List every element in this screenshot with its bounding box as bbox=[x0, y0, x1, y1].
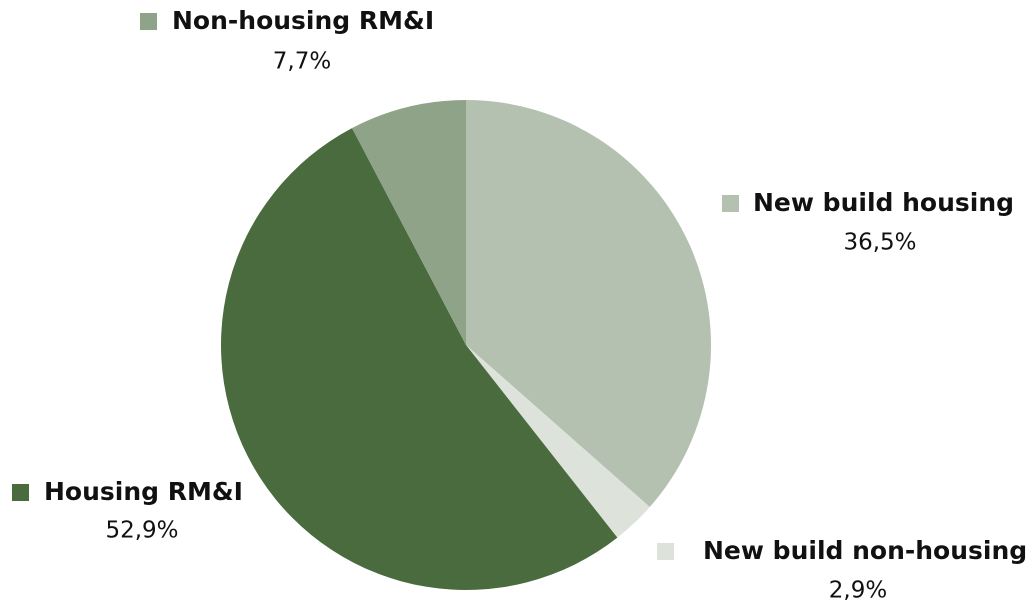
legend-swatch bbox=[722, 195, 739, 212]
pie-slice bbox=[466, 345, 650, 538]
pie-slice bbox=[466, 100, 711, 508]
slice-value-label: 36,5% bbox=[843, 230, 916, 256]
legend-swatch bbox=[657, 543, 674, 560]
slice-name: Non-housing RM&I bbox=[172, 6, 434, 35]
legend-swatch bbox=[140, 13, 157, 30]
slice-name: Housing RM&I bbox=[44, 477, 243, 506]
slice-name: New build housing bbox=[753, 188, 1014, 217]
slice-value-label: 2,9% bbox=[829, 578, 887, 603]
pie-slice bbox=[220, 128, 618, 591]
slice-name: New build non-housing bbox=[703, 536, 1027, 565]
slice-value-label: 52,9% bbox=[105, 518, 178, 544]
legend-swatch bbox=[12, 484, 29, 501]
pie-slice bbox=[352, 100, 466, 345]
slice-value-label: 7,7% bbox=[273, 49, 331, 75]
